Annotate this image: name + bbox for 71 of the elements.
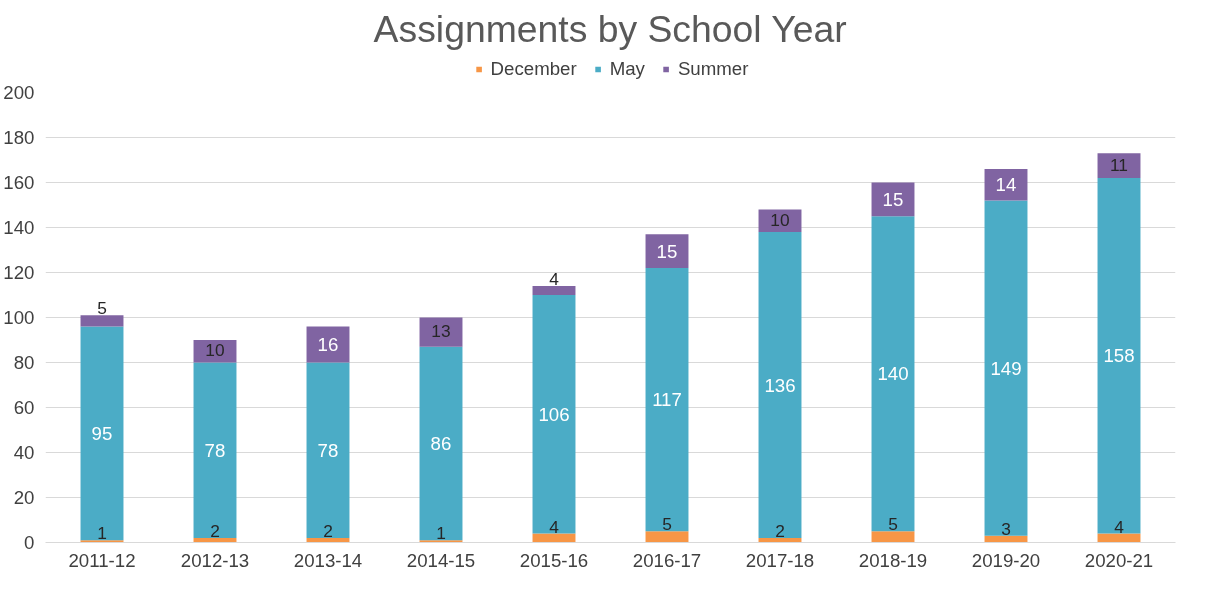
bar xyxy=(645,531,689,543)
y-tick-label: 200 xyxy=(3,82,35,103)
data-label: 4 xyxy=(549,516,560,537)
data-label: 158 xyxy=(1103,345,1135,367)
data-label: 15 xyxy=(656,240,678,262)
bar xyxy=(80,315,124,327)
bar xyxy=(758,232,802,538)
data-label: 149 xyxy=(990,357,1022,379)
data-label: 4 xyxy=(549,269,560,289)
chart-title: Assignments by School Year xyxy=(373,7,847,50)
data-label: 86 xyxy=(430,433,452,454)
bar xyxy=(419,346,463,541)
data-label: 1 xyxy=(436,523,446,544)
x-tick-label: 2012-13 xyxy=(180,549,250,571)
bar xyxy=(306,362,350,538)
bar xyxy=(984,169,1028,201)
data-label: 78 xyxy=(204,439,226,461)
data-label: 13 xyxy=(431,321,451,342)
bar xyxy=(532,295,576,534)
y-tick-label: 160 xyxy=(3,172,35,193)
bar xyxy=(193,362,237,538)
legend-label: May xyxy=(609,58,645,80)
y-tick-label: 80 xyxy=(13,352,35,373)
x-tick-label: 2016-17 xyxy=(632,549,702,571)
data-label: 15 xyxy=(882,188,904,210)
y-tick-label: 100 xyxy=(3,307,35,328)
y-tick-label: 120 xyxy=(3,262,35,283)
bar xyxy=(871,531,915,543)
data-label: 16 xyxy=(317,334,339,355)
y-tick-label: 40 xyxy=(13,442,35,463)
legend-label: Summer xyxy=(677,58,749,80)
data-label: 4 xyxy=(1114,516,1125,537)
data-label: 78 xyxy=(317,439,339,461)
x-tick-label: 2017-18 xyxy=(745,549,815,571)
bar xyxy=(532,286,576,295)
x-tick-label: 2019-20 xyxy=(971,549,1041,571)
data-label: 136 xyxy=(764,374,796,396)
legend-label: December xyxy=(490,58,577,80)
data-label: 1 xyxy=(97,523,107,544)
x-tick-label: 2018-19 xyxy=(858,549,928,571)
data-label: 5 xyxy=(662,514,672,535)
y-tick-label: 180 xyxy=(3,127,35,148)
data-label: 5 xyxy=(97,298,107,319)
y-tick-label: 140 xyxy=(3,217,35,238)
data-label: 106 xyxy=(538,403,570,425)
data-label: 2 xyxy=(323,521,333,541)
bar xyxy=(645,234,689,268)
data-label: 11 xyxy=(1110,154,1129,175)
x-tick-label: 2011-12 xyxy=(68,549,136,571)
y-tick-label: 60 xyxy=(13,397,35,418)
data-label: 3 xyxy=(1001,518,1011,539)
data-label: 140 xyxy=(877,363,909,385)
data-label: 2 xyxy=(210,521,220,541)
data-label: 10 xyxy=(770,209,790,230)
bar xyxy=(645,268,689,532)
x-tick-label: 2013-14 xyxy=(293,549,363,571)
bar xyxy=(984,200,1028,536)
x-tick-label: 2014-15 xyxy=(406,549,476,571)
y-tick-label: 20 xyxy=(13,487,35,508)
bar xyxy=(871,216,915,532)
data-label: 117 xyxy=(652,389,682,411)
bar xyxy=(1097,178,1141,534)
y-tick-label: 0 xyxy=(24,532,35,553)
data-label: 2 xyxy=(775,521,785,541)
bar xyxy=(80,326,124,541)
x-tick-label: 2015-16 xyxy=(519,549,589,571)
data-label: 14 xyxy=(995,174,1017,196)
x-tick-label: 2020-21 xyxy=(1084,549,1154,571)
data-label: 5 xyxy=(888,514,898,535)
data-label: 10 xyxy=(205,340,225,361)
data-label: 95 xyxy=(91,422,113,444)
